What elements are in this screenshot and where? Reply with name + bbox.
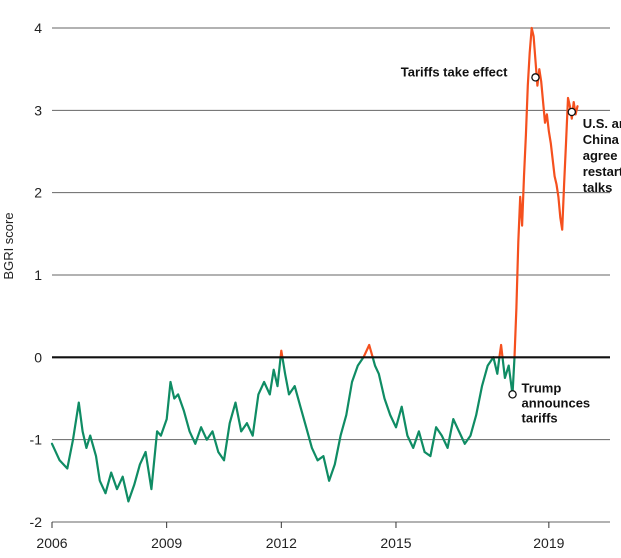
- annotation-label: agree to: [583, 148, 621, 163]
- x-tick-label: 2019: [533, 535, 564, 551]
- series-group: [50, 26, 579, 503]
- y-tick-label: 1: [34, 267, 42, 283]
- y-tick-label: 0: [34, 349, 42, 365]
- y-axis-ticks: -2 -1 0 1 2 3 4: [30, 20, 43, 530]
- y-tick-label: 3: [34, 102, 42, 118]
- x-tick-label: 2015: [380, 535, 411, 551]
- gridlines: [52, 27, 610, 523]
- annotation-label: U.S. and: [583, 116, 621, 131]
- y-tick-label: -2: [30, 514, 43, 530]
- annotation-label: restart: [583, 164, 621, 179]
- annotation-label: China: [583, 132, 620, 147]
- y-tick-label: 4: [34, 20, 42, 36]
- x-tick-label: 2006: [36, 535, 67, 551]
- annotation-label: announces: [522, 395, 591, 410]
- annotation-marker: [531, 73, 540, 82]
- annotation-label: talks: [583, 180, 613, 195]
- series-line-negative: [50, 356, 516, 503]
- x-axis-ticks: 2006 2009 2012 2015 2019: [36, 522, 565, 551]
- annotation-label: tariffs: [522, 410, 558, 425]
- annotation-label: Tariffs take effect: [401, 64, 508, 79]
- x-tick-label: 2009: [151, 535, 182, 551]
- annotation-marker: [567, 107, 577, 117]
- y-tick-label: -1: [30, 432, 43, 448]
- y-axis-label: BGRI score: [1, 212, 16, 279]
- x-tick-label: 2012: [266, 535, 297, 551]
- annotation-marker: [508, 390, 517, 399]
- y-tick-label: 2: [34, 185, 42, 201]
- annotation-label: Trump: [522, 380, 562, 395]
